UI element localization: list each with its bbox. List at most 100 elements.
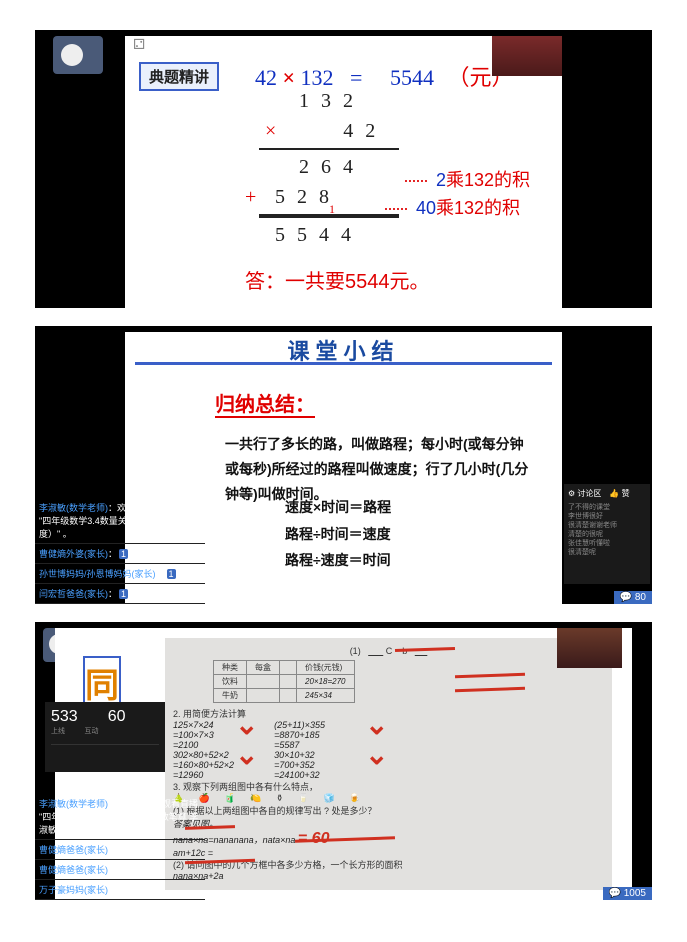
l: =5587 (274, 740, 325, 750)
l: =2100 (173, 740, 234, 750)
chat-name: 李淑敏(数学老师) (39, 799, 108, 809)
mult-second-row: × 42 (265, 116, 393, 146)
mini-table: 种类每盒 价钱(元钱) 饮料 20×18=270 牛奶 245×34 (213, 660, 355, 703)
chat-name: 万子豪妈妈(家长) (39, 885, 108, 895)
chat-line: 曹健熵爸爸(家长)：没声 (35, 840, 205, 860)
avatar-corner (53, 36, 103, 74)
td: 饮料 (214, 675, 247, 689)
l: 302×80+52×2 (173, 750, 234, 760)
eq-result: 5544 (390, 65, 434, 90)
panel-2: 课堂小结 归纳总结： 一共行了多长的路，叫做路程；每小时(或每分钟或每秒)所经过… (35, 326, 652, 604)
webcam-1 (492, 36, 562, 76)
l: 30×10+32 (274, 750, 325, 760)
l: =160×80+52×2 (173, 760, 234, 770)
title-underline (135, 362, 552, 365)
l: =100×7×3 (173, 730, 234, 740)
mult-op: × (265, 120, 288, 142)
th: 种类 (214, 661, 247, 675)
subtitle: 归纳总结： (215, 388, 315, 417)
chat-msg: ： (108, 549, 117, 559)
comment-count-3[interactable]: 💬 1005 (603, 887, 652, 900)
q3: 3. 观察下列两组图中各有什么特点， (173, 780, 604, 793)
chat-name: 孙世博妈妈/孙恩博妈妈(家长) (39, 569, 156, 579)
l: =24100+32 (274, 770, 325, 780)
red-check-icon: ⌄ (235, 738, 258, 771)
chat-name: 曹健熵爸爸(家长) (39, 845, 108, 855)
panel-1: ⚁ 典题精讲 42 × 132 = 5544 （元） 132 × 42 264 … (35, 30, 652, 308)
col1: 125×7×24 =100×7×3 =2100 302×80+52×2 =160… (173, 720, 234, 780)
chat-line: 闫宏哲爸爸(家长)：1 (35, 584, 205, 604)
red-mark (455, 673, 525, 678)
formula-1: 速度×时间＝路程 (285, 494, 391, 521)
a1b: 乘132的积 (446, 170, 530, 190)
a1a: 2 (436, 170, 446, 190)
comment-count[interactable]: 💬 80 (614, 591, 652, 604)
red-check-icon: ⌄ (365, 708, 388, 741)
red-check-icon: ⌄ (235, 708, 258, 741)
stat-a: 533 (51, 708, 78, 726)
mult-p2-row: + 528 1 (265, 182, 393, 212)
discuss-tab[interactable]: ⚙ 讨论区 (568, 488, 601, 499)
webcam-3 (557, 628, 622, 668)
worksheet-paper: (1) C b 种类每盒价钱(元钱) 饮料20×18=270 牛奶245×34 … (165, 638, 612, 890)
chat-line: 李淑敏(数学老师)：欢迎大家来观看直播 "四年级数学3.4数量关系2（路程 时间… (35, 498, 205, 544)
mult-line1 (259, 148, 399, 150)
example-tag: 典题精讲 (139, 62, 219, 91)
dots1: ······ (403, 170, 427, 190)
icons-row: 🍐 🍎 🧃 🍋 ⚱ 🥛 🧊 🍺 (173, 793, 604, 804)
chat-msg: ： (108, 589, 117, 599)
q1: (1) 根据以上两组图中各自的规律写出 ? 处是多少？ (173, 804, 604, 817)
td: 245×34 (297, 689, 355, 703)
stat-b: 60 (108, 708, 126, 726)
th: 价钱(元钱) (297, 661, 355, 675)
mult-result: 5544 (265, 220, 393, 250)
chat-name: 曹健熵爸爸(家长) (39, 865, 108, 875)
answer-line: 答：一共要5544元。 (245, 265, 430, 294)
chat-overlay-3: 李淑敏(数学老师)：欢迎大家来观看直播 "四年级-数学-3.1三位数乘两位数笔算… (35, 794, 205, 900)
l: (25+11)×355 (274, 720, 325, 730)
dice-icon: ⚁ (133, 36, 145, 53)
chat-overlay-2: 李淑敏(数学老师)：欢迎大家来观看直播 "四年级数学3.4数量关系2（路程 时间… (35, 498, 205, 604)
chat-name: 闫宏哲爸爸(家长) (39, 589, 108, 599)
annotation-2: ······ 40乘132的积 (383, 194, 520, 220)
annotation-1: ······ 2乘132的积 (403, 166, 530, 192)
whiteboard-1: ⚁ 典题精讲 42 × 132 = 5544 （元） 132 × 42 264 … (125, 36, 562, 308)
chat-line: 孙世博妈妈/孙恩博妈妈(家长)：1 (35, 564, 205, 584)
formula-3: 路程÷速度＝时间 (285, 547, 391, 574)
subtitle-text: 归纳总结： (215, 394, 315, 418)
stats-box: 53360 上线 互动 (45, 702, 165, 772)
long-multiplication: 132 × 42 264 + 528 1 5544 (265, 86, 393, 250)
l: =12960 (173, 770, 234, 780)
dots2: ······ (383, 198, 407, 218)
chat-line: 万子豪妈妈(家长)：能 (35, 880, 205, 900)
hw1: 答案见图。 (173, 817, 604, 830)
l: =8870+185 (274, 730, 325, 740)
chat-line: 曹健熵外婆(家长)：1 (35, 544, 205, 564)
chat-name: 李淑敏(数学老师) (39, 503, 108, 513)
hw4: nana×na+2a (173, 871, 604, 881)
interaction-box: ⚙ 讨论区👍 赞 了不得的课堂李世博很好很清楚谢谢老师清楚的很呢张佳慧听懂啦很清… (564, 484, 650, 584)
panel-3: 同 (1) C b 种类每盒价钱(元钱) 饮料20×18=270 牛奶245×3… (35, 622, 652, 900)
plus-sign: + (245, 182, 268, 212)
a2a: 40 (416, 198, 436, 218)
chat-msg: ：能 (108, 885, 126, 895)
like-tab[interactable]: 👍 赞 (609, 488, 629, 499)
chat-msg: ：有 (108, 865, 126, 875)
chat-line: 曹健熵爸爸(家长)：有 (35, 860, 205, 880)
chat-name: 曹健熵外婆(家长) (39, 549, 108, 559)
l: 125×7×24 (173, 720, 234, 730)
carry: 1 (329, 200, 347, 218)
chat-badge: 1 (119, 589, 128, 599)
chat-badge: 1 (119, 549, 128, 559)
th: 每盒 (247, 661, 280, 675)
td: 20×18=270 (297, 675, 355, 689)
red-mark (455, 687, 525, 692)
mult-p1: 264 (265, 152, 393, 182)
l: =700+352 (274, 760, 325, 770)
chat-msg: ：没声 (108, 845, 135, 855)
chat-msg: ： (156, 569, 165, 579)
mult-top: 132 (265, 86, 393, 116)
td: 牛奶 (214, 689, 247, 703)
col2: (25+11)×355 =8870+185 =5587 30×10+32 =70… (274, 720, 325, 780)
th (280, 661, 297, 675)
